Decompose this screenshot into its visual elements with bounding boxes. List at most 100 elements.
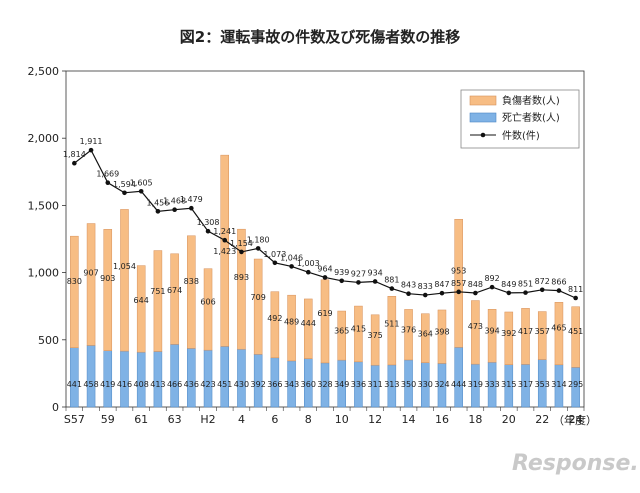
injured-data-label: 1,054	[113, 262, 136, 271]
x-tick-label: 14	[402, 413, 416, 426]
incidents-point	[322, 275, 328, 280]
incidents-point	[372, 279, 378, 284]
legend-swatch-injured	[469, 95, 497, 106]
incidents-point	[105, 180, 111, 185]
bar-injured	[537, 311, 547, 360]
incidents-point	[189, 205, 194, 211]
y-tick-label: 2,500	[28, 65, 60, 78]
deaths-data-label: 350	[401, 380, 416, 389]
bar-deaths	[170, 344, 179, 408]
incidents-point	[72, 160, 77, 166]
injured-data-label: 375	[367, 331, 382, 340]
x-tick-label: 10	[335, 413, 349, 426]
x-tick-label: 8	[305, 413, 312, 426]
incidents-point	[222, 237, 228, 243]
incidents-point	[356, 280, 361, 285]
bar-injured	[253, 258, 263, 355]
deaths-data-label: 314	[551, 380, 566, 389]
bar-deaths	[454, 347, 463, 408]
deaths-data-label: 330	[418, 380, 433, 389]
incidents-point	[456, 289, 461, 295]
injured-data-label: 451	[568, 327, 583, 336]
injured-data-label: 489	[284, 317, 299, 326]
incidents-data-label: 849	[501, 280, 516, 289]
incidents-point	[205, 228, 211, 234]
incidents-data-label: 1,669	[96, 170, 119, 179]
bar-injured	[554, 302, 564, 366]
incidents-point	[138, 188, 144, 194]
incidents-data-label: 1,479	[180, 195, 203, 204]
deaths-data-label: 333	[484, 380, 499, 389]
x-tick-label: 22	[535, 413, 549, 426]
injured-data-label: 606	[200, 297, 215, 306]
bar-injured	[487, 309, 497, 363]
bar-injured	[170, 253, 179, 345]
incidents-point	[88, 147, 94, 153]
injured-data-label: 473	[468, 322, 483, 331]
plot-area: 0 500 1,000 1,500 2,000 2,500 S57 59 61 63 H2 4 6 8 10…	[28, 65, 585, 426]
injured-data-label: 364	[418, 329, 433, 338]
legend: 負傷者数(人) 死亡者数(人) 件数(件)	[460, 89, 580, 149]
incidents-data-label: 1,073	[263, 250, 286, 259]
incidents-data-label: 1,814	[63, 150, 86, 159]
bar-injured	[136, 265, 146, 353]
incidents-data-label: 1,594	[113, 180, 136, 189]
x-tick-label: 6	[271, 413, 278, 426]
x-tick-label: 18	[468, 413, 482, 426]
injured-data-label: 465	[551, 323, 566, 332]
incidents-data-label: 866	[551, 278, 566, 287]
injured-data-label: 417	[518, 327, 533, 336]
deaths-data-label: 311	[367, 380, 382, 389]
bar-deaths	[187, 348, 196, 408]
chart-title: 図2：運転事故の件数及び死傷者数の推移	[180, 28, 460, 46]
deaths-data-label: 436	[184, 380, 199, 389]
injured-data-label: 751	[150, 287, 165, 296]
bar-injured	[287, 294, 296, 362]
injured-data-label: 903	[100, 274, 115, 283]
injured-data-label: 392	[501, 329, 516, 338]
incidents-point	[539, 287, 545, 293]
incidents-point	[556, 288, 562, 293]
bar-injured	[120, 209, 129, 352]
incidents-point	[439, 290, 445, 296]
injured-data-label: 907	[83, 268, 98, 277]
incidents-data-label: 847	[434, 280, 449, 289]
deaths-data-label: 408	[134, 380, 149, 389]
bar-injured	[370, 314, 380, 366]
deaths-data-label: 441	[67, 380, 82, 389]
deaths-data-label: 444	[451, 380, 466, 389]
incidents-data-label: 1,003	[297, 259, 320, 268]
response-watermark: Response.	[512, 451, 639, 476]
deaths-data-label: 413	[150, 380, 165, 389]
incidents-data-label: 934	[367, 268, 382, 277]
injured-data-label: 376	[401, 326, 416, 335]
bar-injured	[187, 235, 196, 349]
x-tick-label: 61	[134, 413, 148, 426]
bar-injured	[103, 229, 113, 351]
bar-injured	[420, 313, 430, 363]
bar-injured	[153, 250, 163, 352]
injured-data-label: 838	[184, 277, 199, 286]
injured-data-label: 398	[434, 327, 449, 336]
incidents-data-label: 1,911	[80, 137, 103, 146]
x-tick-label: H2	[200, 413, 215, 426]
y-tick-label: 1,500	[28, 199, 60, 212]
injured-data-label: 644	[134, 296, 149, 305]
legend-label-incidents: 件数(件)	[502, 129, 540, 142]
injured-data-label: 953	[451, 266, 466, 275]
incidents-point	[155, 209, 161, 214]
deaths-data-label: 349	[334, 380, 349, 389]
legend-label-injured: 負傷者数(人)	[502, 94, 560, 107]
incidents-data-label: 1,468	[163, 197, 186, 206]
incidents-point	[272, 260, 278, 266]
bar-injured	[320, 279, 330, 364]
x-tick-label: 24	[569, 413, 583, 426]
bar-deaths	[237, 348, 246, 408]
deaths-data-label: 451	[217, 380, 232, 389]
y-tick-label: 500	[38, 334, 59, 347]
deaths-data-label: 392	[251, 380, 266, 389]
incidents-point	[305, 269, 311, 275]
incidents-point	[489, 284, 495, 290]
bar-injured	[304, 298, 313, 359]
deaths-data-label: 324	[434, 380, 449, 389]
